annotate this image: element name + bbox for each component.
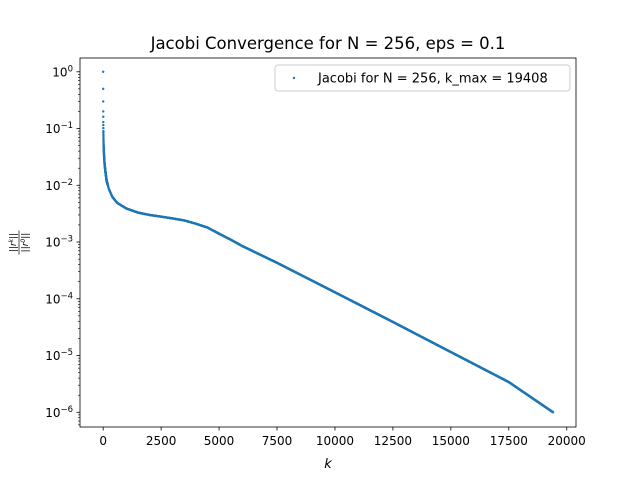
x-tick-label: 10000	[316, 434, 354, 448]
axes-frame	[79, 57, 577, 428]
y-axis-label: ||rk|| ||r0||	[8, 230, 31, 255]
data-point	[551, 411, 555, 414]
data-point	[102, 100, 105, 103]
x-tick-label: 0	[99, 434, 107, 448]
x-tick-label: 15000	[432, 434, 470, 448]
plot-area	[80, 58, 576, 427]
data-point	[102, 110, 105, 113]
x-tick-label: 17500	[490, 434, 528, 448]
y-tick-label: 100	[52, 64, 73, 79]
data-point	[101, 70, 105, 73]
y-tick-label: 10−1	[45, 121, 73, 136]
legend-marker	[292, 76, 296, 80]
y-axis-label-numerator: ||rk||	[8, 233, 19, 252]
y-tick-label: 10−2	[45, 178, 73, 193]
y-axis: 10−6 10−5 10−4 10−3 10−2 10−1 100	[45, 64, 80, 426]
plot-background	[80, 58, 576, 427]
data-point	[102, 115, 105, 118]
x-axis: 0 2500 5000 7500 10000 12500 15000 17500 20000	[99, 427, 586, 448]
legend-label: Jacobi for N = 256, k_max = 19408	[317, 72, 548, 87]
x-tick-label: 12500	[374, 434, 412, 448]
legend-frame	[274, 64, 571, 92]
legend: Jacobi for N = 256, k_max = 19408	[274, 64, 571, 92]
x-tick-label: 5000	[204, 434, 235, 448]
y-tick-label: 10−3	[45, 235, 73, 250]
x-tick-label: 2500	[146, 434, 177, 448]
y-tick-label: 10−4	[45, 291, 73, 306]
x-tick-label: 20000	[548, 434, 586, 448]
y-axis-label-denominator: ||r0||	[20, 233, 31, 253]
data-point	[102, 123, 105, 127]
data-points	[101, 70, 555, 414]
data-point	[102, 120, 105, 124]
chart-title: Jacobi Convergence for N = 256, eps = 0.…	[150, 34, 506, 53]
data-point	[102, 126, 105, 130]
y-tick-label: 10−5	[45, 348, 73, 363]
x-axis-label: k	[324, 457, 332, 472]
x-tick-label: 7500	[262, 434, 293, 448]
y-tick-label: 10−6	[45, 405, 73, 420]
data-point	[102, 87, 105, 91]
